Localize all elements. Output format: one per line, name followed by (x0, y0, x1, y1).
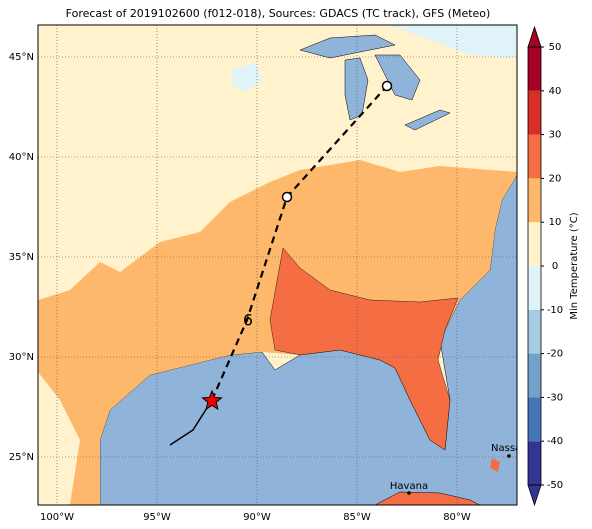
colorbar-segment (528, 222, 541, 266)
bahamas (490, 458, 500, 472)
colorbar-extend-top (527, 25, 542, 48)
grid (38, 25, 517, 505)
map: 6 Havana Nassau (38, 25, 528, 505)
colorbar-label: Min Temperature (°C) (569, 212, 580, 319)
city-label: Havana (390, 481, 428, 492)
map-frame (37, 24, 518, 506)
colorbar-segment (528, 90, 541, 135)
storm-symbol: 6 (243, 311, 253, 330)
y-tick-label: 35°N (9, 252, 34, 263)
colorbar-tick-label: -10 (547, 305, 563, 316)
x-tick-label: 80°W (443, 512, 471, 523)
land-warm (269, 247, 459, 451)
x-tick-label: 85°W (343, 512, 371, 523)
colorbar-tick-label: -40 (547, 436, 563, 447)
city-label: Nassau (491, 443, 528, 454)
y-tick-label: 25°N (9, 452, 34, 463)
x-tick-label: 95°W (143, 512, 171, 523)
track-point (281, 191, 293, 203)
lake-huron (374, 54, 421, 101)
city-marker (507, 454, 511, 458)
colorbar-tick-label: -50 (547, 480, 563, 491)
colorbar-extend-bottom (527, 484, 542, 507)
colorbar-segment (528, 397, 541, 442)
colorbar-segment (528, 134, 541, 179)
colorbar-segment (528, 353, 541, 398)
cuba (374, 491, 481, 505)
y-tick-label: 30°N (9, 352, 34, 363)
colorbar-tick-label: 50 (549, 42, 562, 53)
colorbar-segment (528, 266, 541, 310)
lake-erie (404, 109, 451, 131)
colorbar-segment (528, 47, 541, 91)
x-tick-label: 100°W (40, 512, 74, 523)
colorbar-tick-label: 30 (549, 130, 562, 141)
storm-position (201, 389, 223, 411)
lake-superior (299, 34, 396, 59)
colorbar-tick-label: 0 (552, 261, 558, 272)
colorbar-tick-label: 20 (549, 173, 562, 184)
colorbar-tick-label: 40 (549, 86, 562, 97)
colorbar-segment (528, 309, 541, 354)
city-marker (407, 491, 411, 495)
colorbar-tick-label: -30 (547, 392, 563, 403)
y-tick-label: 40°N (9, 152, 34, 163)
colorbar-segment (528, 178, 541, 223)
title: Forecast of 2019102600 (f012-018), Sourc… (66, 7, 491, 20)
colorbar-segment (528, 441, 541, 485)
track-point (381, 80, 393, 92)
cold-patch (232, 62, 262, 92)
y-tick-label: 45°N (9, 52, 34, 63)
x-tick-label: 90°W (243, 512, 271, 523)
colorbar-tick-label: -20 (547, 349, 563, 360)
canada-cold (390, 25, 517, 58)
colorbar: -50 -40 -30 -20 -10 0 10 20 30 40 50 (527, 25, 563, 507)
track-forecast (210, 85, 388, 401)
colorbar-tick-label: 10 (549, 217, 562, 228)
track-past (169, 399, 213, 446)
